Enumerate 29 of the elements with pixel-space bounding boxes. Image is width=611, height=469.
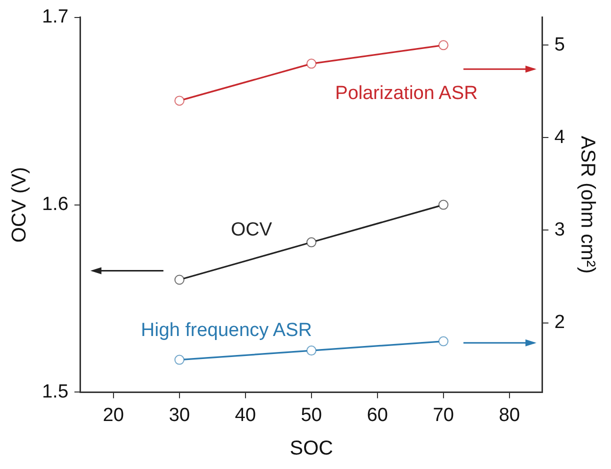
series-label: High frequency ASR	[140, 320, 312, 341]
point	[174, 274, 184, 285]
y2-axis-title: ASR (ohm cm²)	[576, 136, 598, 274]
series-label: OCV	[230, 220, 272, 241]
x-tick-label: 60	[366, 404, 388, 426]
point	[174, 354, 184, 365]
y-tick-label: 1.7	[42, 6, 68, 28]
x-tick-label: 50	[300, 404, 322, 426]
point	[438, 40, 448, 50]
y-tick-label: 1.5	[42, 381, 68, 402]
y2-tick-label: 4	[554, 126, 566, 148]
x-tick-label: 70	[432, 404, 454, 426]
x-tick-label: 40	[234, 404, 256, 426]
x-axis-title: SOC	[290, 438, 334, 460]
y-tick-label: 1.6	[42, 194, 68, 216]
x-tick-label: 20	[102, 404, 124, 426]
point	[438, 200, 448, 210]
point	[174, 96, 184, 106]
y-axis-title: OCV (V)	[8, 167, 31, 243]
y2-tick-label: 5	[554, 34, 566, 56]
y2-tick-label: 2	[554, 312, 566, 334]
point	[306, 58, 316, 69]
x-tick-label: 80	[498, 404, 520, 426]
series-label: Polarization ASR	[335, 82, 478, 104]
point	[306, 346, 316, 356]
point	[306, 237, 316, 248]
point	[438, 336, 448, 346]
y2-tick-label: 3	[554, 219, 566, 240]
x-tick-label: 30	[168, 404, 190, 426]
